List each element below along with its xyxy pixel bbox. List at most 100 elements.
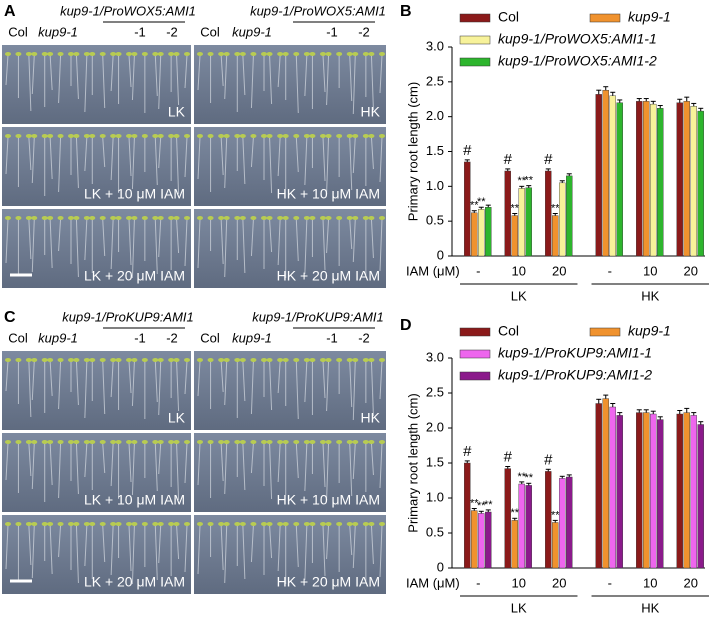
seedling-root	[5, 136, 9, 175]
seedling-leaf	[5, 358, 11, 362]
seedling-leaf	[325, 216, 332, 220]
seedling-root	[49, 136, 53, 180]
seedling-root	[154, 524, 158, 581]
seedling-leaf	[277, 52, 284, 56]
y-tick-label: 0	[437, 559, 444, 574]
legend-label: kup9-1	[628, 9, 671, 25]
bar	[650, 413, 657, 569]
seedling-leaf	[266, 358, 273, 362]
y-axis-label: Primary root length (cm)	[405, 82, 420, 221]
seedling-root	[295, 442, 299, 479]
seedling-leaf	[368, 358, 375, 362]
bar	[609, 406, 616, 569]
x-tick-label: 20	[684, 575, 698, 590]
bar	[602, 89, 609, 257]
seedling-leaf	[141, 216, 148, 220]
seedling-root	[158, 524, 162, 564]
seedling-leaf	[184, 52, 190, 56]
seedling-leaf	[368, 52, 375, 56]
seedling-root	[277, 524, 281, 572]
bar	[650, 103, 657, 257]
seedling-root	[269, 442, 273, 500]
y-tick-label: 0.5	[426, 524, 444, 539]
seedling-leaf	[309, 52, 316, 56]
seedling-root	[326, 54, 330, 106]
seedling-root	[75, 360, 79, 406]
seedling-leaf	[223, 522, 230, 526]
seedling-leaf	[234, 134, 241, 138]
y-tick-label: 0	[437, 247, 444, 262]
seedling-leaf	[41, 358, 48, 362]
seedling-leaf	[173, 216, 180, 220]
seedling-root	[379, 442, 383, 489]
seedling-leaf	[362, 358, 369, 362]
seedling-leaf	[250, 52, 257, 56]
bar	[464, 462, 471, 569]
seedling-leaf	[379, 522, 385, 526]
seedling-leaf	[293, 358, 300, 362]
image-label: HK + 10 μM IAM	[277, 492, 380, 508]
seedling-root	[379, 54, 383, 94]
seedling-root	[349, 524, 353, 556]
seedling-root	[176, 54, 180, 106]
seedling-leaf	[303, 358, 310, 362]
seedling-leaf	[47, 52, 54, 56]
seedling-leaf	[99, 216, 106, 220]
y-tick-label: 2.5	[426, 73, 444, 88]
seedling-root	[58, 54, 62, 104]
bar	[690, 106, 697, 257]
panel-letter: A	[4, 3, 16, 20]
seedling-leaf	[68, 358, 74, 362]
seedling-leaf	[168, 358, 175, 362]
seedling-root	[49, 524, 53, 575]
legend-label: kup9-1/ProKUP9:AMI1-1	[498, 345, 652, 361]
image-label: LK + 20 μM IAM	[84, 268, 185, 284]
seedling-leaf	[25, 216, 32, 220]
seedling-root	[154, 218, 158, 275]
seedling-root	[5, 218, 9, 264]
seedling-leaf	[83, 216, 90, 220]
seedling-root	[224, 360, 228, 406]
legend-swatch	[589, 327, 621, 337]
x-tick-label: -	[608, 263, 612, 278]
seedling-root	[242, 136, 246, 185]
seedling-leaf	[5, 440, 11, 444]
seedling-leaf	[346, 440, 353, 444]
seedling-leaf	[223, 52, 230, 56]
seedling-leaf	[261, 216, 267, 220]
seedling-leaf	[83, 134, 90, 138]
seedling-leaf	[336, 134, 343, 138]
seedling-leaf	[41, 522, 48, 526]
seedling-root	[184, 54, 188, 89]
seedling-root	[110, 136, 114, 181]
seedling-leaf	[218, 216, 225, 220]
group-label: HK	[641, 288, 659, 303]
seedling-root	[295, 524, 299, 568]
seedling-root	[58, 442, 62, 499]
column-label: -2	[166, 24, 178, 39]
seedling-root	[224, 524, 228, 584]
bar	[566, 476, 573, 569]
seedling-leaf	[173, 358, 180, 362]
seedling-leaf	[25, 522, 32, 526]
seedling-root	[379, 360, 383, 400]
seedling-leaf	[223, 134, 230, 138]
seedling-leaf	[31, 134, 38, 138]
seedling-leaf	[352, 522, 359, 526]
seedling-root	[176, 136, 180, 195]
seedling-leaf	[131, 358, 138, 362]
seedling-root	[269, 218, 273, 253]
seedling-leaf	[184, 358, 190, 362]
column-label: kup9-1	[38, 24, 78, 39]
column-label: kup9-1	[232, 24, 272, 39]
seedling-leaf	[152, 522, 159, 526]
seedling-leaf	[89, 134, 96, 138]
seedling-root	[220, 218, 224, 265]
seedling-leaf	[157, 440, 164, 444]
image-label: HK	[361, 104, 381, 120]
seedling-root	[352, 442, 356, 480]
seedling-root	[304, 218, 308, 275]
bar	[478, 209, 485, 257]
seedling-leaf	[184, 216, 190, 220]
image-label: LK + 10 μM IAM	[84, 492, 185, 508]
